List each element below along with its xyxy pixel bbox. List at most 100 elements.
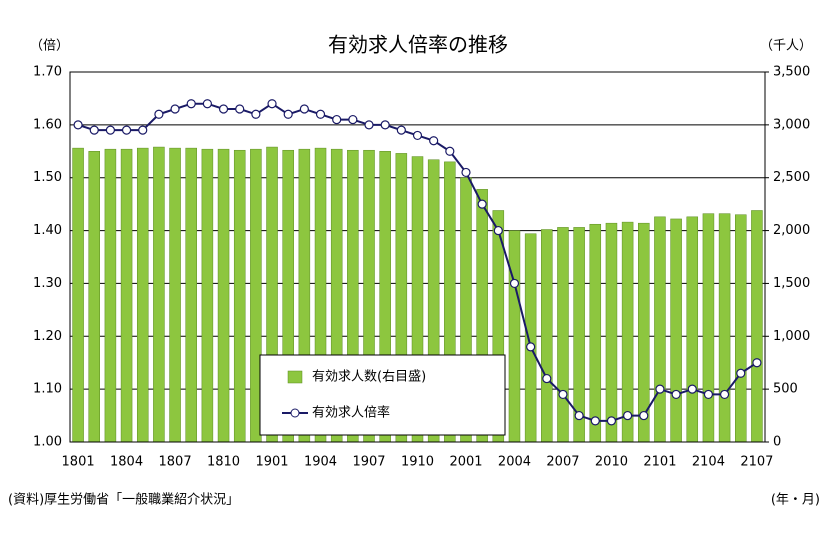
marker (283, 109, 293, 119)
legend-label: 有効求人数(右目盛) (312, 370, 426, 385)
marker (639, 410, 649, 421)
x-tick-label: 2001 (449, 455, 482, 470)
x-tick-label: 1904 (304, 455, 337, 470)
marker (687, 384, 697, 394)
y-tick-label: 1.60 (33, 117, 62, 132)
marker (736, 368, 746, 378)
plot-border (69, 71, 766, 443)
bar (670, 218, 682, 443)
x-tick-label: 2007 (546, 455, 579, 470)
marker (703, 389, 714, 400)
y2-tick-label: 2,500 (773, 170, 810, 185)
bar (88, 151, 100, 443)
bar (589, 223, 602, 443)
y-tick-label: 1.30 (33, 276, 62, 291)
x-tick-label: 2107 (740, 455, 773, 470)
x-tick-label: 1810 (207, 455, 240, 470)
marker (235, 104, 245, 114)
bar (654, 216, 666, 443)
bar (120, 148, 133, 443)
chart-title: 有効求人倍率の推移 (328, 33, 508, 57)
marker (606, 416, 617, 426)
x-tick-label: 1807 (159, 455, 192, 470)
marker (477, 199, 487, 209)
marker (299, 104, 309, 114)
x-tick-label: 2004 (498, 455, 531, 470)
marker (89, 125, 99, 135)
marker (73, 120, 83, 130)
y-tick-label: 1.10 (33, 382, 62, 397)
marker (558, 389, 568, 400)
marker (542, 373, 552, 384)
x-tick-label: 2010 (595, 455, 628, 470)
bar (185, 147, 197, 443)
y-axis-label: （倍） (30, 39, 69, 54)
y-tick-label: 1.50 (33, 170, 62, 185)
marker (590, 416, 600, 426)
marker (752, 358, 762, 368)
bar (72, 147, 84, 443)
y2-tick-label: 1,000 (773, 329, 810, 344)
bar (508, 230, 521, 443)
bar (557, 227, 569, 443)
x-tick-label: 1801 (62, 455, 95, 470)
source: (資料)厚生労働省「一般職業紹介状況」 (8, 492, 239, 508)
marker (671, 389, 681, 400)
marker (429, 136, 439, 146)
y2-tick-label: 1,500 (773, 276, 810, 291)
marker (412, 130, 423, 141)
y2-axis-label: （千人） (760, 39, 812, 54)
marker (251, 109, 261, 119)
marker (315, 109, 326, 119)
marker (138, 125, 148, 135)
marker (186, 99, 196, 109)
marker (364, 120, 374, 130)
marker (267, 99, 277, 109)
marker (509, 278, 520, 289)
bar (541, 229, 553, 443)
y-tick-label: 1.70 (33, 65, 62, 80)
bar (751, 210, 763, 443)
x-tick-label: 1910 (401, 455, 434, 470)
x-tick-label: 1907 (352, 455, 385, 470)
bar (136, 147, 149, 443)
y-tick-label: 1.00 (33, 435, 62, 450)
legend (259, 354, 506, 436)
y2-tick-label: 3,000 (773, 117, 810, 132)
marker (105, 125, 116, 135)
x-tick-label: 1804 (110, 455, 143, 470)
marker (574, 410, 584, 421)
bar (718, 213, 731, 443)
legend-label: 有効求人倍率 (312, 405, 390, 421)
bar (169, 147, 181, 443)
bar (201, 148, 214, 443)
x-tick-label: 1901 (255, 455, 288, 470)
marker (526, 342, 536, 352)
marker (396, 125, 406, 135)
marker (170, 104, 180, 114)
bar (524, 233, 537, 443)
legend-swatch (287, 370, 303, 384)
marker (445, 146, 455, 156)
y2-tick-label: 0 (773, 435, 781, 450)
x-tick-label: 2101 (643, 455, 676, 470)
marker (623, 410, 633, 421)
legend-marker (290, 408, 300, 418)
marker (719, 389, 730, 400)
bar (702, 213, 715, 443)
marker (202, 99, 212, 109)
marker (154, 109, 164, 119)
y2-tick-label: 2,000 (773, 223, 810, 238)
bar (104, 148, 117, 443)
marker (218, 104, 229, 114)
marker (121, 125, 132, 135)
y2-tick-label: 500 (773, 382, 798, 397)
marker (655, 384, 665, 394)
bar (686, 216, 699, 443)
bar (217, 148, 230, 443)
marker (348, 114, 358, 125)
x-tick-label: 2104 (692, 455, 725, 470)
bar (233, 149, 246, 443)
bar (621, 221, 634, 443)
